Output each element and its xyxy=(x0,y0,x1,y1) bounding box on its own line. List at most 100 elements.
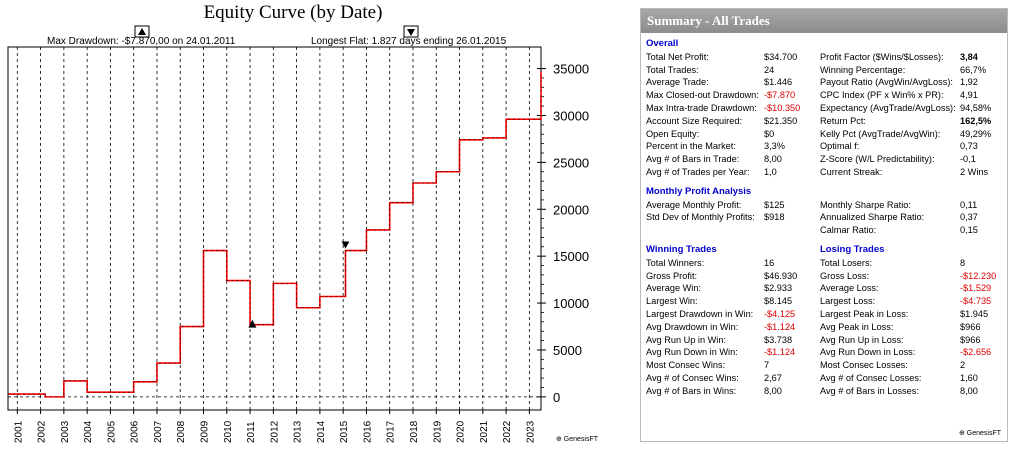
triangle-up-icon xyxy=(138,28,146,35)
section-title-row: Monthly Profit Analysis xyxy=(641,186,1007,199)
x-tick-label: 2017 xyxy=(386,420,397,443)
stat-label: Avg Run Up in Win: xyxy=(646,334,727,345)
trade-rows: Total Winners: 16 Total Losers: 8 Gross Prof… xyxy=(641,257,1007,398)
stat-row: Total Trades: 24 Winning Percentage: 66,7% xyxy=(641,64,1007,77)
stat-label: Avg Drawdown in Win: xyxy=(646,321,739,332)
x-tick-label: 2014 xyxy=(316,420,327,443)
stat-row: Average Monthly Profit: $125 Monthly Sharp… xyxy=(641,199,1007,212)
stat-label: Largest Drawdown in Win: xyxy=(646,308,754,319)
x-tick-label: 2007 xyxy=(153,420,164,443)
stat-label-right: Winning Percentage: xyxy=(820,64,906,75)
x-tick-label: 2022 xyxy=(502,420,513,443)
y-tick-label: 35000 xyxy=(553,62,589,77)
stat-label: Total Net Profit: xyxy=(646,51,709,62)
stat-value: -$7.870 xyxy=(764,90,796,101)
monthly-rows: Average Monthly Profit: $125 Monthly Sharp… xyxy=(641,199,1007,237)
stat-row: Max Closed-out Drawdown: -$7.870 CPC Index… xyxy=(641,89,1007,102)
stat-label-right: Profit Factor ($Wins/$Losses): xyxy=(820,51,944,62)
stat-row: Percent in the Market: 3,3% Optimal f: 0,73 xyxy=(641,140,1007,153)
stat-row: Most Consec Wins: 7 Most Consec Losses: 2 xyxy=(641,359,1007,372)
stat-label: Account Size Required: xyxy=(646,115,743,126)
plot-frame xyxy=(7,46,542,411)
x-tick-label: 2008 xyxy=(176,420,187,443)
stat-row: Avg # of Bars in Trade: 8,00 Z-Score (W/L … xyxy=(641,153,1007,166)
stat-label: Gross Profit: xyxy=(646,270,698,281)
x-tick-label: 2009 xyxy=(200,420,211,443)
stat-label: Largest Win: xyxy=(646,296,698,307)
stat-label: Avg # of Bars in Trade: xyxy=(646,154,740,165)
stat-row: Largest Win: $8.145 Largest Loss: -$4.735 xyxy=(641,295,1007,308)
stat-label-right: Kelly Pct (AvgTrade/AvgWin): xyxy=(820,128,941,139)
stat-label: Avg # of Consec Wins: xyxy=(646,372,739,383)
stat-value-right: 1,60 xyxy=(960,372,978,383)
stat-value-right: -0,1 xyxy=(960,154,976,165)
stat-label xyxy=(641,224,764,237)
x-tick-label: 2015 xyxy=(339,420,350,443)
stat-row: Avg Run Down in Win: -$1.124 Avg Run Down … xyxy=(641,346,1007,359)
y-axis: 0 5000 10000 15000 20000 25000 30000 35000 xyxy=(537,62,589,405)
overall-title: Overall xyxy=(646,38,679,49)
summary-panel: Summary - All Trades Overall Total Net P… xyxy=(640,8,1008,442)
overall-rows: Total Net Profit: $34.700 Profit Factor ($… xyxy=(641,51,1007,179)
stat-row: Average Trade: $1.446 Payout Ratio (AvgWin… xyxy=(641,76,1007,89)
stat-label-right: Z-Score (W/L Predictability): xyxy=(820,154,935,165)
stat-value: 24 xyxy=(764,64,775,75)
stat-value-right: 0,37 xyxy=(960,212,978,223)
y-tick-label: 20000 xyxy=(553,202,589,217)
markers xyxy=(248,241,350,328)
stat-value: -$1.124 xyxy=(764,347,796,358)
stat-value: -$10.350 xyxy=(764,102,801,113)
y-tick-label: 15000 xyxy=(553,249,589,264)
x-tick-label: 2006 xyxy=(130,420,141,443)
stat-row: Account Size Required: $21.350 Return Pct:… xyxy=(641,115,1007,128)
y-tick-label: 10000 xyxy=(553,296,589,311)
stat-row: Open Equity: $0 Kelly Pct (AvgTrade/AvgWin… xyxy=(641,128,1007,141)
x-tick-label: 2019 xyxy=(432,420,443,443)
stat-label-right: Optimal f: xyxy=(820,141,860,152)
stat-label: Max Closed-out Drawdown: xyxy=(646,90,759,101)
stat-row: Avg # of Trades per Year: 1,0 Current Stre… xyxy=(641,166,1007,179)
section-title-row: Winning Trades Losing Trades xyxy=(641,244,1007,257)
stat-label-right: Avg Run Down in Loss: xyxy=(820,347,916,358)
stat-row: Max Intra-trade Drawdown: -$10.350 Expecta… xyxy=(641,102,1007,115)
y-tick-label: 0 xyxy=(553,390,560,405)
stat-value-right: 66,7% xyxy=(960,64,987,75)
stat-value-right: 8 xyxy=(960,257,966,268)
stat-value-right: 94,58% xyxy=(960,102,992,113)
stat-label-right: Payout Ratio (AvgWin/AvgLoss): xyxy=(820,77,953,88)
x-tick-label: 2020 xyxy=(456,420,467,443)
stat-value: $46.930 xyxy=(764,270,798,281)
x-tick-label: 2018 xyxy=(409,420,420,443)
stat-value-right: 2 xyxy=(960,360,966,371)
stat-label-right: Average Loss: xyxy=(820,283,879,294)
x-tick-label: 2023 xyxy=(525,420,536,443)
stat-value: $125 xyxy=(764,199,785,210)
triangle-down-icon xyxy=(407,29,415,36)
stat-value-right: $966 xyxy=(960,321,981,332)
stat-value: 3,3% xyxy=(764,141,785,152)
stat-value-right: -$2.656 xyxy=(960,347,992,358)
stat-value-right: 2 Wins xyxy=(960,166,989,177)
stat-row: Largest Drawdown in Win: -$4.125 Largest P… xyxy=(641,308,1007,321)
equity-series xyxy=(8,71,542,398)
x-tick-label: 2010 xyxy=(223,420,234,443)
stat-label-right: Avg Peak in Loss: xyxy=(820,321,894,332)
stat-value-right: 49,29% xyxy=(960,128,992,139)
stat-label: Total Trades: xyxy=(646,64,699,75)
stat-label-right: Most Consec Losses: xyxy=(820,360,908,371)
stat-value-right: 8,00 xyxy=(960,385,978,396)
stat-row: Avg Run Up in Win: $3.738 Avg Run Up in Lo… xyxy=(641,334,1007,347)
stat-label: Total Winners: xyxy=(646,257,705,268)
summary-header: Summary - All Trades xyxy=(641,9,1007,33)
stat-label-right: Current Streak: xyxy=(820,166,883,177)
stat-value: 1,0 xyxy=(764,166,777,177)
stat-value xyxy=(764,224,814,237)
stat-label: Open Equity: xyxy=(646,128,700,139)
stat-value: 2,67 xyxy=(764,372,782,383)
stat-row: Std Dev of Monthly Profits: $918 Annualize… xyxy=(641,211,1007,224)
stat-value-right: $966 xyxy=(960,334,981,345)
x-tick-label: 2001 xyxy=(13,420,24,443)
stat-label-right: Avg Run Up in Loss: xyxy=(820,334,904,345)
x-tick-label: 2021 xyxy=(479,420,490,443)
stat-label-right: Monthly Sharpe Ratio: xyxy=(820,199,911,210)
